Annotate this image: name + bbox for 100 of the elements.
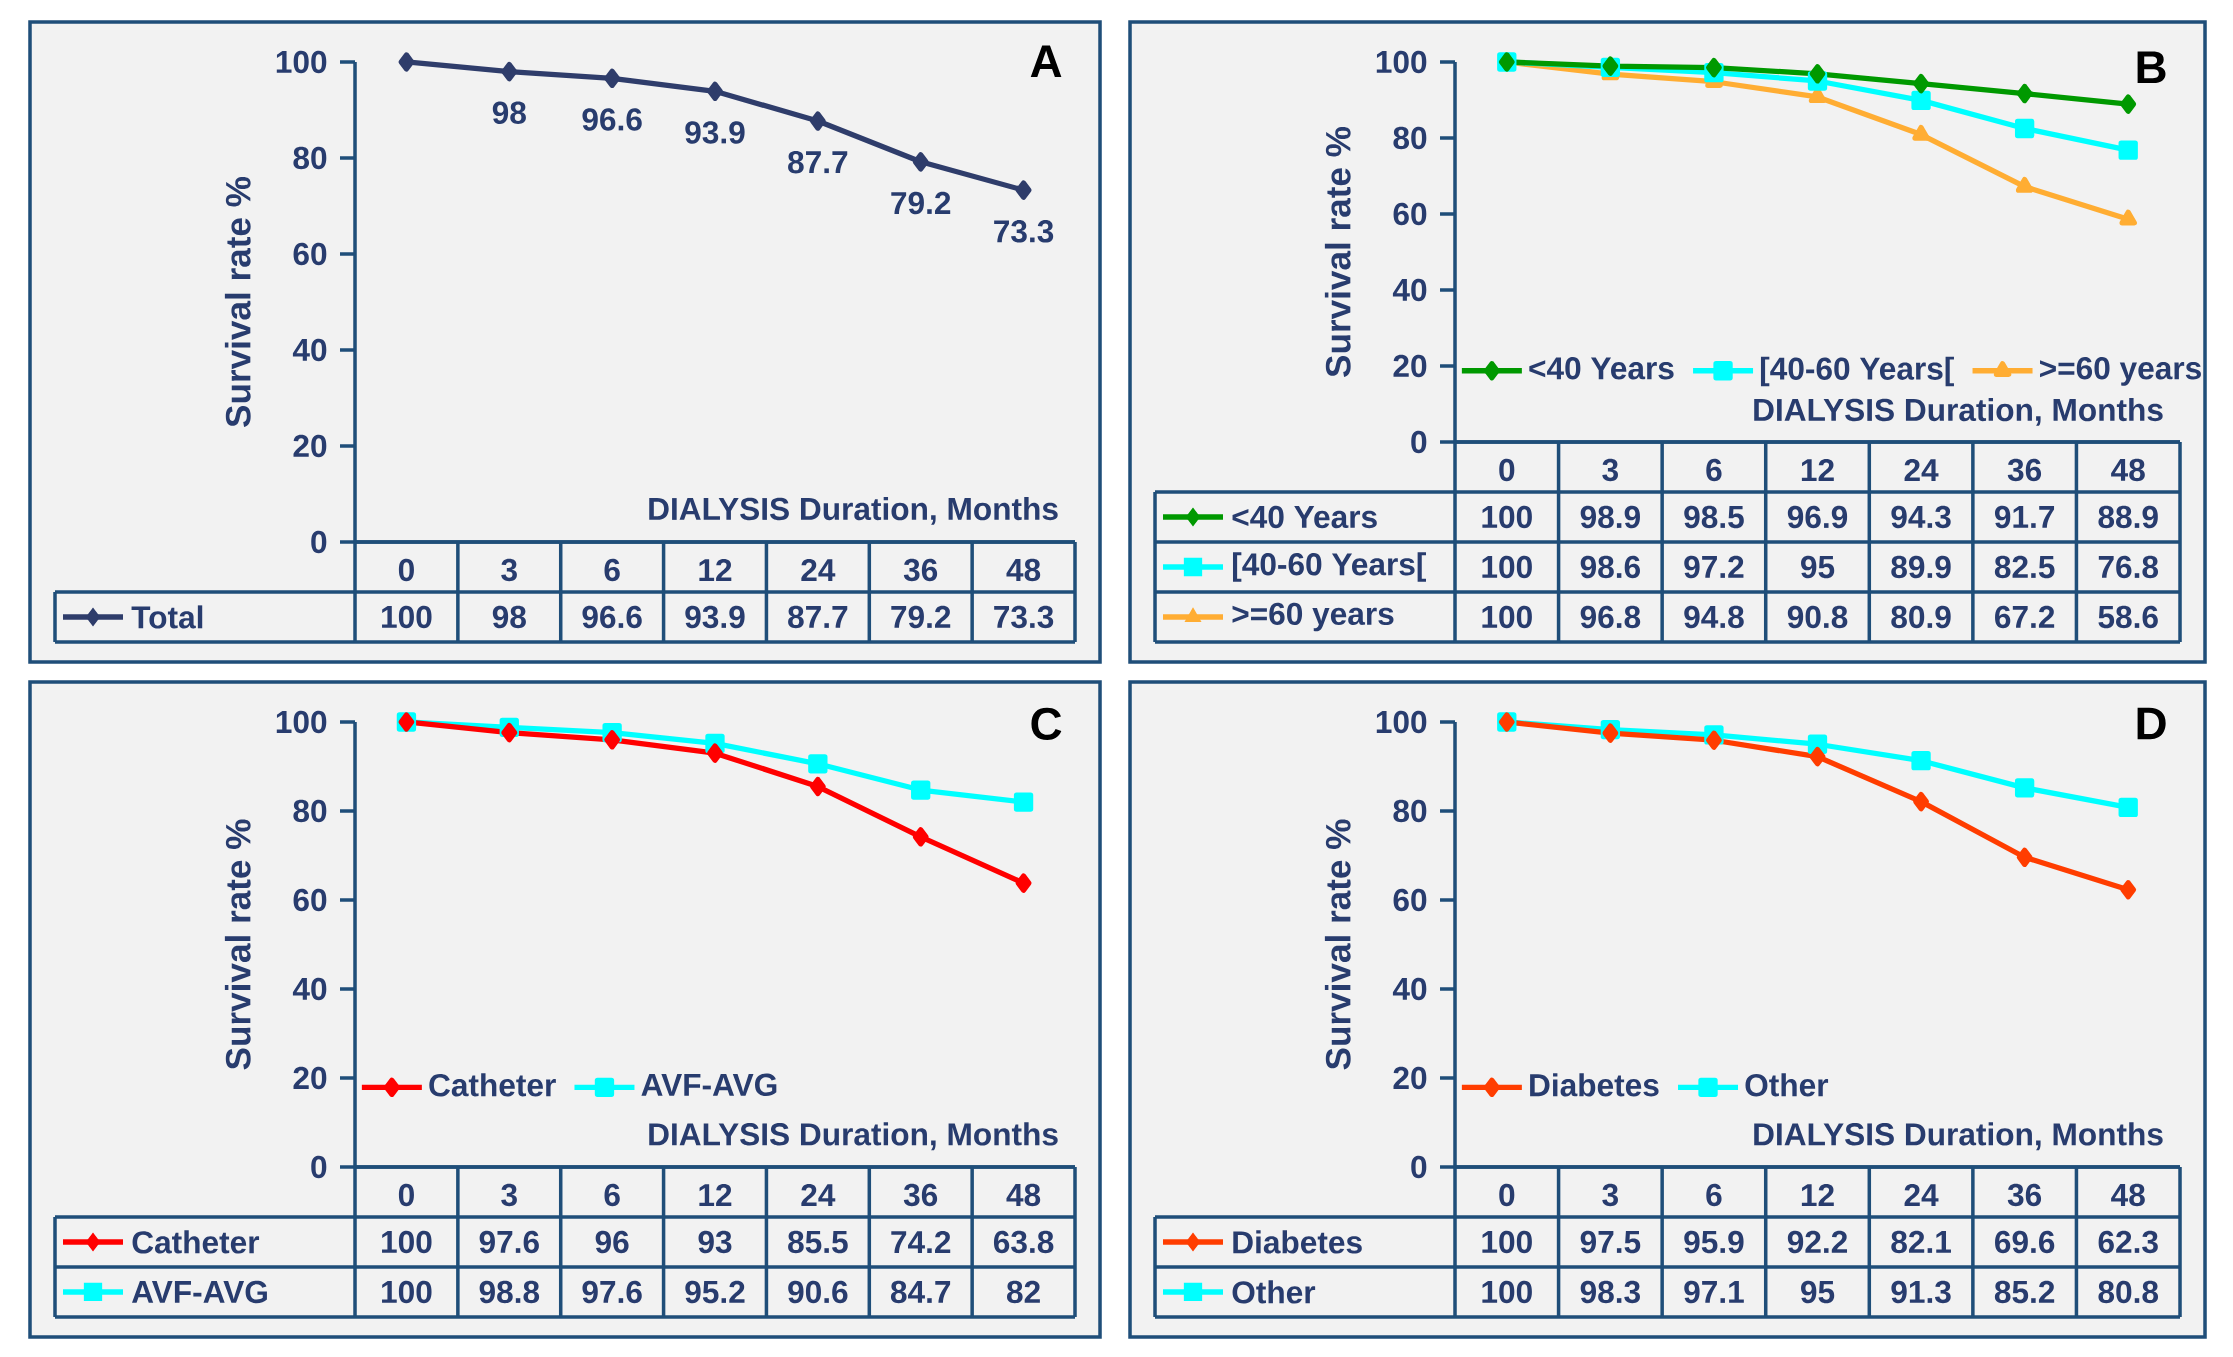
y-tick-label: 40 [1392, 278, 1427, 302]
annotation: 73.3 [994, 220, 1054, 243]
y-axis-title: Survival rate % [224, 819, 251, 1070]
x-tick-label: 3 [501, 1183, 517, 1207]
legend-label: <40 Years [1529, 357, 1674, 380]
data-label: 100 [1482, 605, 1532, 629]
data-label: 95 [1801, 1280, 1835, 1304]
data-label: 58.6 [2098, 605, 2158, 629]
x-tick-label: 3 [1602, 1183, 1618, 1207]
data-label: 100 [382, 605, 432, 629]
y-axis-title: Survival rate % [1324, 819, 1351, 1070]
data-label: 85.5 [788, 1230, 848, 1254]
data-label: 82 [1006, 1280, 1040, 1304]
legend-label: Diabetes [1530, 1073, 1659, 1097]
data-label: 98.8 [479, 1280, 540, 1304]
x-axis-title: DIALYSIS Duration, Months [1754, 397, 2163, 426]
y-tick-label: 80 [1393, 799, 1427, 823]
y-tick-label: 40 [1392, 977, 1427, 1001]
y-tick-label: 100 [1376, 50, 1427, 74]
y-tick-label: 60 [1393, 202, 1427, 226]
data-label: 84.7 [890, 1280, 951, 1304]
data-label: 98.5 [1684, 505, 1744, 529]
x-tick-label: 36 [903, 1183, 938, 1207]
data-label: 74.2 [891, 1230, 951, 1254]
data-label: 69.6 [1995, 1230, 2055, 1254]
x-tick-label: 36 [2007, 1183, 2042, 1207]
data-label: 87.7 [788, 605, 848, 629]
x-tick-label: 12 [699, 558, 732, 582]
text: Other [1232, 1280, 1316, 1304]
y-tick-label: 0 [311, 1155, 327, 1179]
data-label: 90.6 [788, 1280, 848, 1304]
x-tick-label: 6 [1706, 1183, 1722, 1207]
x-tick-label: 48 [1006, 558, 1041, 582]
y-tick-label: 40 [292, 977, 327, 1001]
x-tick-label: 12 [1801, 1183, 1834, 1207]
y-tick-label: 80 [1393, 126, 1427, 150]
x-tick-label: 48 [2111, 1183, 2145, 1207]
data-label: 95.2 [685, 1280, 745, 1304]
x-tick-label: 6 [1706, 458, 1722, 482]
text: AVF-AVG [131, 1280, 267, 1304]
data-label: 100 [382, 1280, 432, 1304]
y-tick-label: 0 [311, 530, 327, 554]
annotation: 98 [492, 101, 526, 124]
data-label: 95.9 [1684, 1230, 1744, 1254]
y-tick-label: 40 [292, 338, 327, 362]
x-tick-label: 6 [604, 1183, 620, 1207]
x-tick-label: 0 [1499, 1183, 1515, 1207]
data-label: 95 [1801, 555, 1835, 579]
x-tick-label: 3 [501, 558, 517, 582]
data-label: 93.9 [685, 605, 745, 629]
y-tick-label: 80 [293, 146, 327, 170]
data-label: 98.9 [1580, 505, 1640, 529]
y-tick-label: 20 [1393, 1066, 1427, 1090]
data-label: 98.3 [1580, 1280, 1640, 1304]
data-label: 62.3 [2098, 1230, 2158, 1254]
x-tick-label: 6 [604, 558, 620, 582]
y-tick-label: 100 [276, 710, 327, 734]
y-tick-label: 20 [293, 1066, 327, 1090]
annotation: B [2137, 51, 2166, 84]
data-label: 100 [1482, 555, 1532, 579]
x-tick-label: 36 [903, 558, 938, 582]
data-label: 98.6 [1580, 555, 1640, 579]
x-tick-label: 12 [699, 1183, 732, 1207]
data-label: 97.6 [479, 1230, 539, 1254]
data-label: 94.3 [1891, 505, 1951, 529]
x-tick-label: 0 [398, 1183, 414, 1207]
data-label: 98 [492, 605, 526, 629]
data-label: 91.3 [1891, 1280, 1951, 1304]
x-tick-label: 48 [2111, 458, 2145, 482]
y-tick-label: 0 [1411, 1155, 1427, 1179]
data-label: 79.2 [891, 605, 951, 629]
x-tick-label: 48 [1006, 1183, 1041, 1207]
y-axis-title: Survival rate % [224, 176, 251, 427]
data-label: 67.2 [1995, 605, 2055, 629]
legend-label: Other [1745, 1073, 1829, 1097]
data-label: 85.2 [1994, 1280, 2055, 1304]
data-label: 100 [1482, 1230, 1532, 1254]
data-label: 80.9 [1891, 605, 1951, 629]
data-label: 76.8 [2098, 555, 2159, 579]
legend-label: AVF-AVG [641, 1073, 777, 1097]
x-tick-label: 36 [2007, 458, 2042, 482]
y-tick-label: 20 [293, 434, 327, 458]
y-tick-label: 0 [1411, 430, 1427, 454]
data-label: 90.8 [1787, 605, 1848, 629]
data-label: 96.6 [582, 605, 642, 629]
x-tick-label: 24 [801, 1183, 836, 1207]
annotation: A [1030, 45, 1062, 78]
y-tick-label: 60 [293, 242, 327, 266]
text: Diabetes [1233, 1230, 1362, 1254]
x-tick-label: 3 [1602, 458, 1618, 482]
data-label: 100 [1482, 1280, 1532, 1304]
x-tick-label: 24 [801, 558, 836, 582]
annotation: 87.7 [788, 151, 848, 174]
annotation: 96.6 [582, 108, 642, 131]
annotation: D [2137, 707, 2166, 740]
data-label: 94.8 [1684, 605, 1744, 629]
legend-label: [40-60 Years[ [1760, 356, 1954, 387]
y-tick-label: 60 [293, 888, 327, 912]
text: Catheter [132, 1230, 260, 1254]
y-axis-title: Survival rate % [1324, 126, 1351, 377]
